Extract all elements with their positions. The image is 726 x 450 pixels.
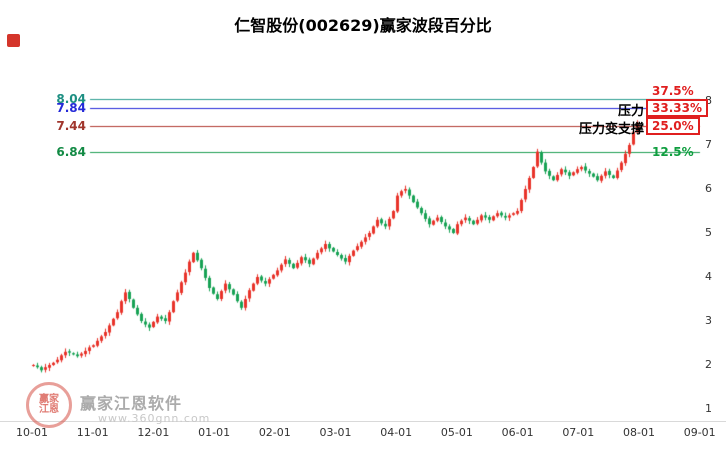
x-tick-label: 05-01 bbox=[440, 426, 473, 439]
annotation-0: 压力 bbox=[617, 104, 644, 120]
price-label-0: 8.04 bbox=[56, 92, 86, 107]
x-tick-label: 12-01 bbox=[137, 426, 170, 439]
price-label-3: 6.84 bbox=[56, 145, 86, 160]
pct-label-2: 25.0% bbox=[646, 116, 700, 135]
x-axis-line bbox=[0, 421, 726, 422]
price-label-1: 7.84 bbox=[56, 101, 86, 116]
x-tick-label: 11-01 bbox=[76, 426, 109, 439]
x-tick-label: 07-01 bbox=[562, 426, 595, 439]
x-tick-label: 02-01 bbox=[258, 426, 291, 439]
x-tick-label: 08-01 bbox=[623, 426, 655, 439]
pct-label-0: 37.5% bbox=[652, 84, 694, 99]
price-label-2: 7.44 bbox=[56, 118, 86, 133]
x-axis: 10-01 11-01 12-01 01-01 02-01 03-01 04-01 05-01… bbox=[0, 426, 726, 442]
x-tick-label: 04-01 bbox=[380, 426, 413, 439]
x-tick-label: 06-01 bbox=[501, 426, 534, 439]
pct-label-1: 33.33% bbox=[646, 99, 708, 118]
x-tick-label: 09-01 bbox=[683, 426, 716, 439]
annotation-1: 压力变支撑 bbox=[578, 121, 644, 137]
pct-label-3: 12.5% bbox=[652, 145, 694, 160]
x-tick-label: 10-01 bbox=[16, 426, 48, 439]
x-tick-label: 03-01 bbox=[319, 426, 352, 439]
x-tick-label: 01-01 bbox=[198, 426, 231, 439]
